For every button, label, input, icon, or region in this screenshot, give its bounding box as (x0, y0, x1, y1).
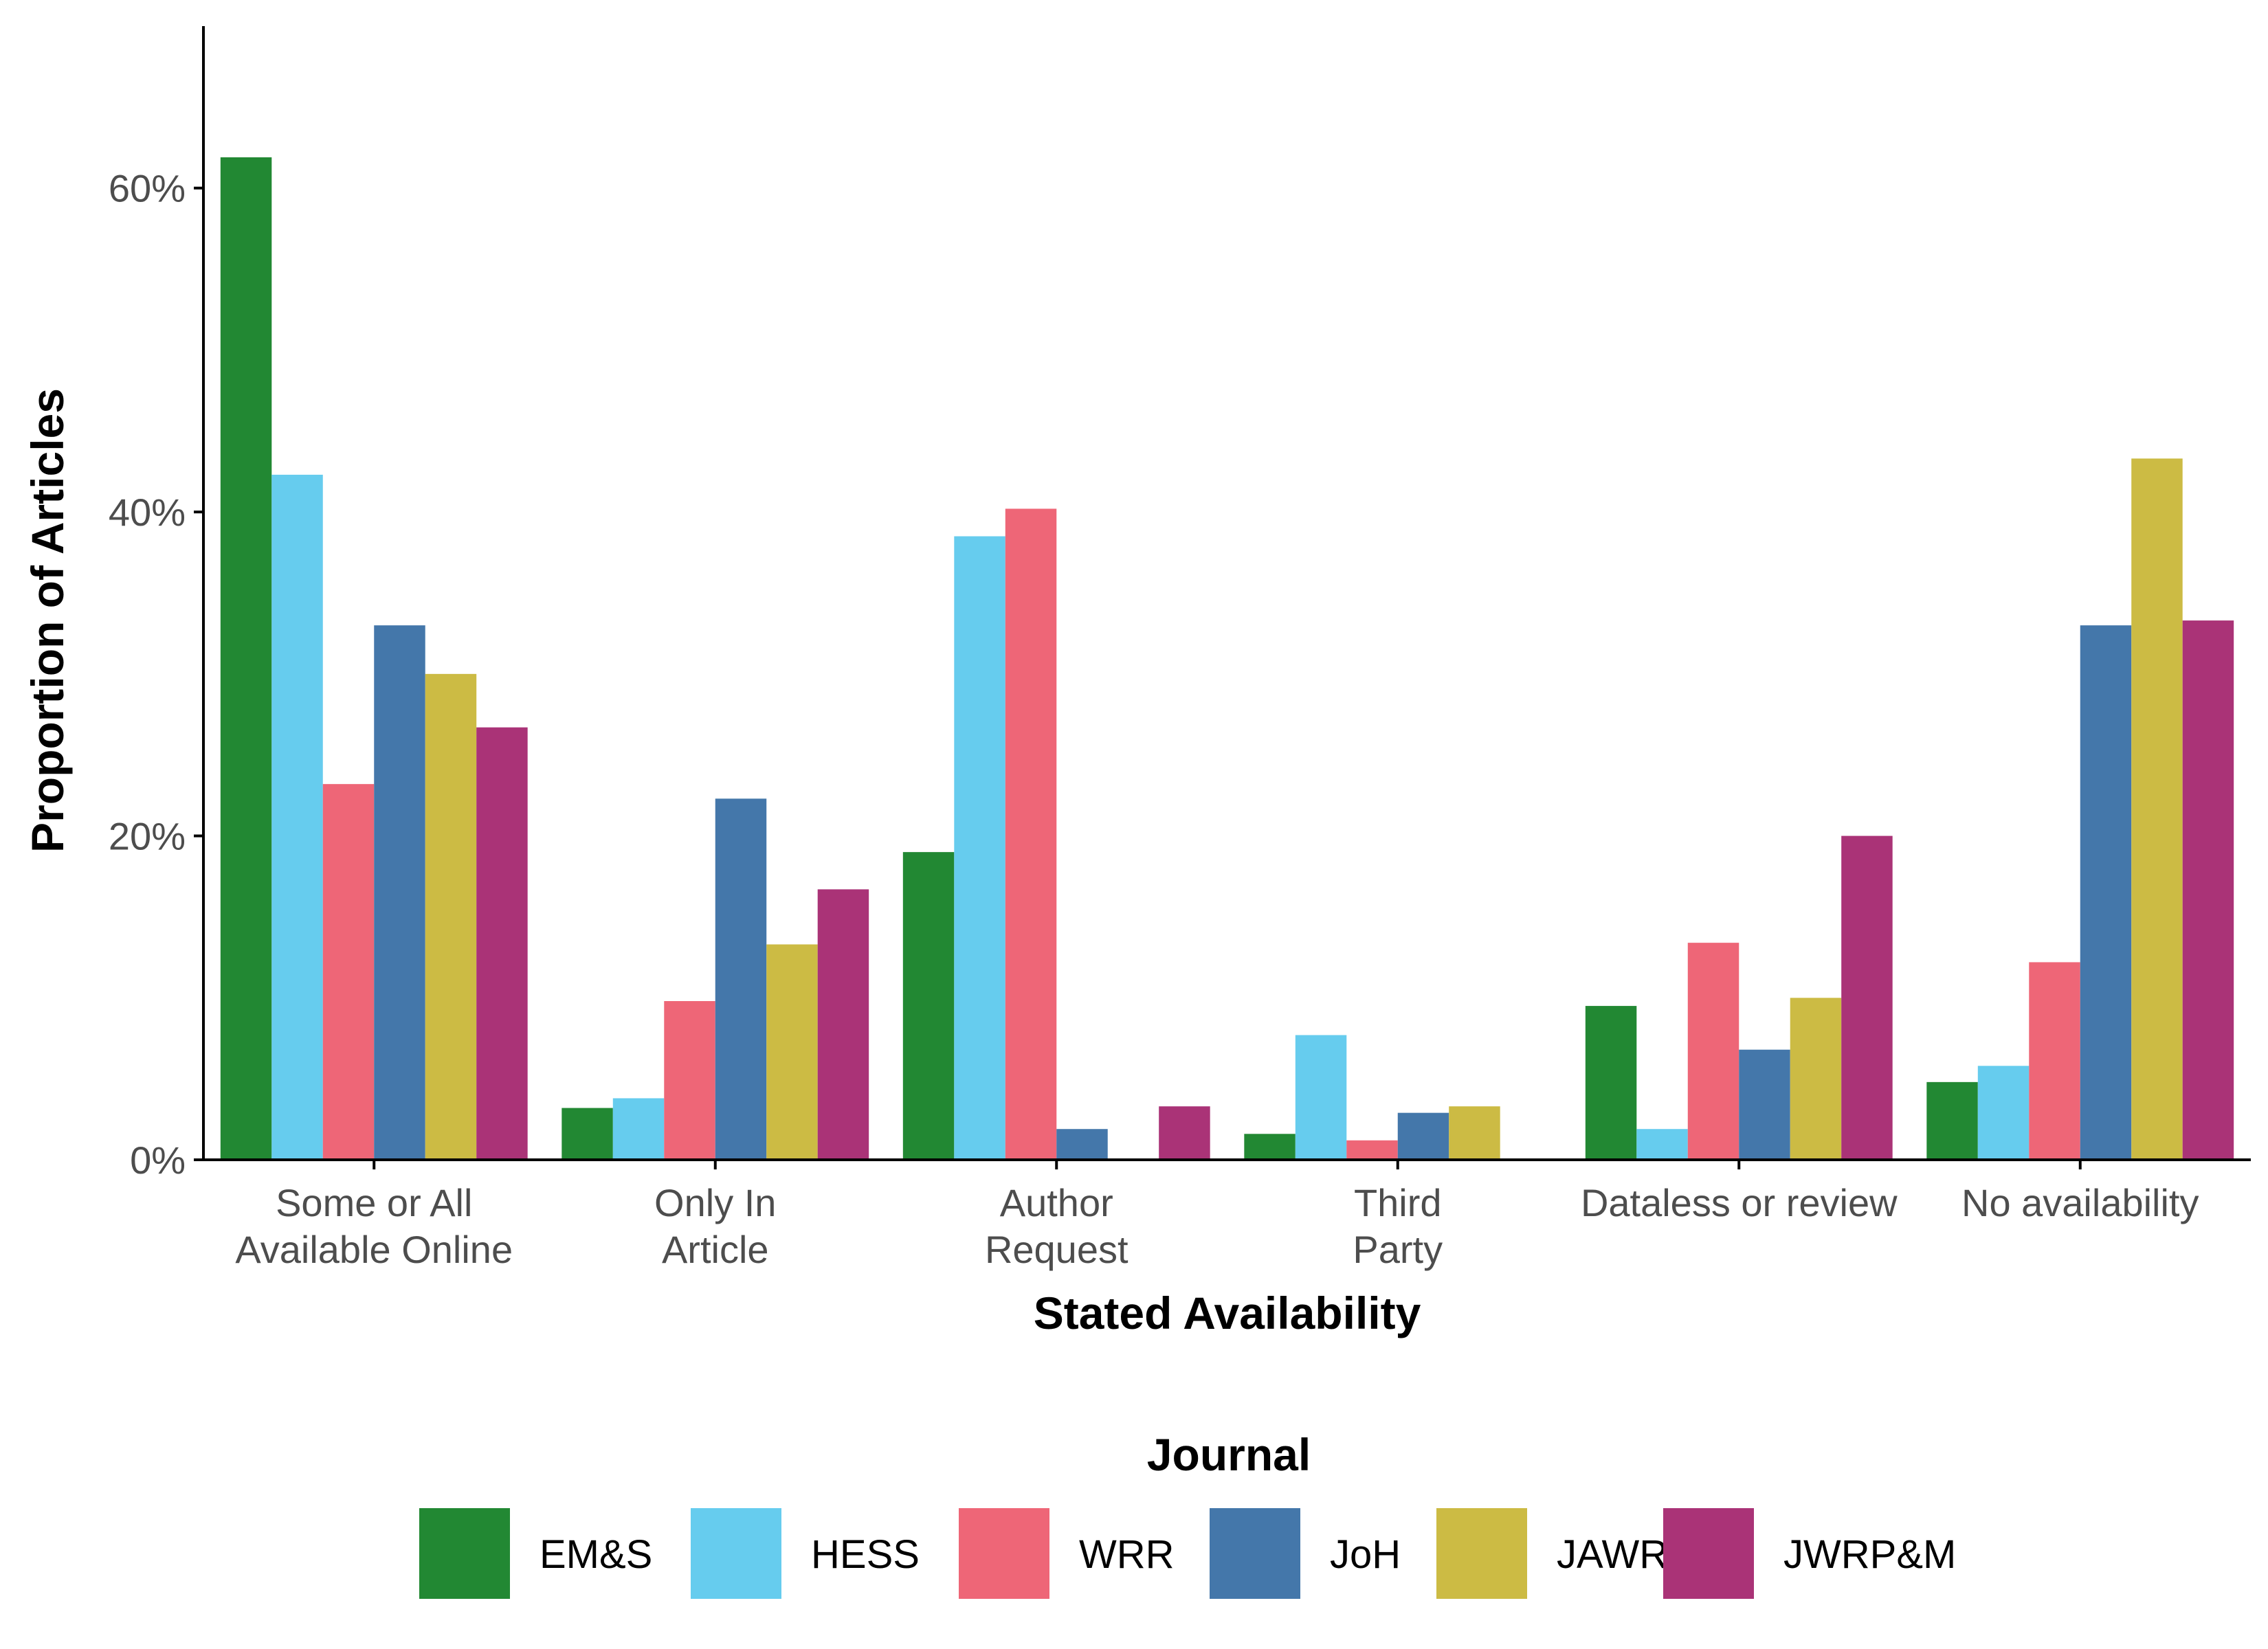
bar-hess-5 (1977, 1066, 2030, 1160)
bar-jawra-4 (1790, 998, 1842, 1160)
x-axis-title: Stated Availability (1034, 1288, 1421, 1338)
x-tick-label: Only In (654, 1181, 776, 1224)
legend-title: Journal (1147, 1429, 1311, 1480)
y-axis-title: Proportion of Articles (22, 388, 73, 853)
bar-hess-1 (612, 1098, 665, 1160)
y-tick-label: 0% (130, 1138, 186, 1182)
x-tick-label: Dataless or review (1581, 1181, 1898, 1224)
x-tick-label: Party (1353, 1228, 1443, 1271)
bar-wrr-0 (322, 784, 375, 1160)
y-tick-label: 40% (109, 491, 186, 534)
y-tick-label: 60% (109, 167, 186, 210)
bar-em-s-1 (562, 1108, 613, 1160)
bar-em-s-2 (902, 852, 955, 1160)
bar-wrr-4 (1687, 943, 1739, 1160)
legend-swatch-joh (1210, 1508, 1300, 1599)
bar-group (220, 157, 2234, 1160)
legend-swatch-jwrp-m (1663, 1508, 1754, 1599)
bar-em-s-4 (1585, 1006, 1637, 1160)
legend-label: HESS (811, 1532, 920, 1577)
bar-jwrp-m-5 (2182, 620, 2234, 1160)
legend-swatch-jawra (1436, 1508, 1527, 1599)
legend: Journal EM&S HESS WRR JoH JAWRA JWRP&M (419, 1429, 1956, 1599)
bar-wrr-1 (664, 1001, 715, 1160)
x-tick-label: Request (985, 1228, 1129, 1271)
bar-joh-1 (715, 798, 767, 1160)
bar-wrr-5 (2029, 962, 2080, 1160)
x-tick-label: Some or All (276, 1181, 472, 1224)
legend-swatch-hess (691, 1508, 781, 1599)
legend-label: JWRP&M (1783, 1532, 1956, 1577)
bar-em-s-5 (1926, 1081, 1978, 1160)
bar-jwrp-m-0 (476, 727, 528, 1160)
bar-jwrp-m-1 (817, 889, 869, 1160)
bar-jwrp-m-4 (1841, 835, 1893, 1160)
x-tick-label: Article (662, 1228, 769, 1271)
legend-label: JoH (1330, 1532, 1401, 1577)
bar-em-s-0 (220, 157, 272, 1160)
bar-jawra-0 (425, 673, 477, 1160)
x-tick-label: Author (1000, 1181, 1113, 1224)
bar-hess-0 (271, 474, 323, 1160)
legend-swatch-em-s (419, 1508, 510, 1599)
bar-joh-2 (1056, 1129, 1108, 1160)
x-tick-label: Third (1354, 1181, 1442, 1224)
bar-jawra-1 (766, 944, 818, 1160)
legend-label: EM&S (540, 1532, 652, 1577)
legend-swatch-wrr (959, 1508, 1049, 1599)
bar-joh-0 (374, 625, 425, 1160)
y-axis: 0% 20% 40% 60% (109, 26, 205, 1182)
bar-hess-2 (954, 536, 1005, 1160)
bar-jawra-3 (1449, 1106, 1500, 1160)
bar-hess-4 (1636, 1129, 1688, 1160)
bar-em-s-3 (1244, 1134, 1296, 1160)
y-tick-label: 20% (109, 815, 186, 858)
bar-wrr-3 (1346, 1140, 1398, 1160)
bar-jwrp-m-2 (1159, 1106, 1210, 1160)
bar-joh-4 (1739, 1049, 1790, 1160)
bar-wrr-2 (1005, 508, 1057, 1160)
x-tick-label: Available Online (235, 1228, 513, 1271)
x-tick-label: No availability (1961, 1181, 2199, 1224)
legend-label: WRR (1079, 1532, 1175, 1577)
bar-joh-3 (1397, 1112, 1449, 1160)
bar-joh-5 (2080, 625, 2132, 1160)
bar-hess-3 (1295, 1035, 1347, 1160)
bar-jawra-5 (2131, 458, 2183, 1160)
